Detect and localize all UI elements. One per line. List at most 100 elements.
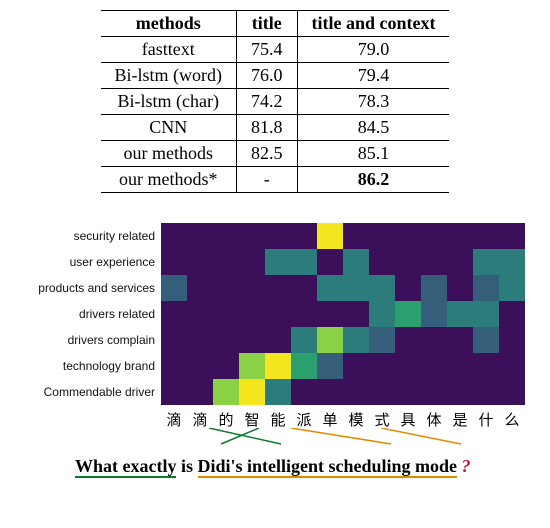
xaxis-label: 滴 xyxy=(161,409,187,430)
table-cell: 85.1 xyxy=(297,141,449,167)
heatmap-cell xyxy=(239,275,265,301)
heatmap-cell xyxy=(369,327,395,353)
table-cell: 78.3 xyxy=(297,89,449,115)
heatmap-cell xyxy=(447,223,473,249)
heatmap-cell xyxy=(213,301,239,327)
heatmap-cell xyxy=(239,379,265,405)
heatmap-cell xyxy=(239,223,265,249)
table-row: CNN81.884.5 xyxy=(101,115,450,141)
heatmap-cell xyxy=(447,327,473,353)
heatmap-cell xyxy=(265,379,291,405)
table-row: Bi-lstm (char)74.278.3 xyxy=(101,89,450,115)
heatmap-cell xyxy=(317,327,343,353)
heatmap-cell xyxy=(343,301,369,327)
heatmap-cell xyxy=(343,379,369,405)
heatmap-row-label: security related xyxy=(15,229,161,243)
heatmap-cell xyxy=(187,379,213,405)
xaxis-label: 是 xyxy=(447,409,473,430)
heatmap-cell xyxy=(473,223,499,249)
heatmap-cell xyxy=(343,275,369,301)
caption-part: is xyxy=(176,456,197,476)
heatmap-cell xyxy=(499,301,525,327)
heatmap-cell xyxy=(395,327,421,353)
heatmap-row-label: products and services xyxy=(15,281,161,295)
heatmap-cell xyxy=(265,275,291,301)
heatmap-cell xyxy=(473,301,499,327)
xaxis-label: 智 xyxy=(239,409,265,430)
heatmap-cell xyxy=(473,249,499,275)
heatmap-row-label: drivers complain xyxy=(15,333,161,347)
heatmap-cell xyxy=(213,327,239,353)
xaxis-label: 体 xyxy=(421,409,447,430)
xaxis-label: 具 xyxy=(395,409,421,430)
heatmap-cell xyxy=(239,301,265,327)
heatmap-cell xyxy=(291,275,317,301)
heatmap-cell xyxy=(265,301,291,327)
table-cell: 82.5 xyxy=(237,141,298,167)
heatmap-cell xyxy=(291,379,317,405)
heatmap-cell xyxy=(447,249,473,275)
heatmap-cell xyxy=(369,379,395,405)
xaxis-label: 式 xyxy=(369,409,395,430)
table-cell: Bi-lstm (word) xyxy=(101,63,237,89)
attention-heatmap: security related user experience products … xyxy=(15,223,535,477)
heatmap-row-label: technology brand xyxy=(15,359,161,373)
heatmap-cell xyxy=(213,223,239,249)
heatmap-cell xyxy=(291,353,317,379)
heatmap-cell xyxy=(447,301,473,327)
xaxis-label: 的 xyxy=(213,409,239,430)
heatmap-cell xyxy=(421,275,447,301)
heatmap-row-label: user experience xyxy=(15,255,161,269)
heatmap-cell xyxy=(343,327,369,353)
heatmap-cell xyxy=(395,379,421,405)
heatmap-cell xyxy=(239,249,265,275)
col-title: title xyxy=(237,11,298,37)
heatmap-row: Commendable driver xyxy=(15,379,535,405)
results-table: methods title title and context fasttext… xyxy=(101,10,450,193)
heatmap-cell xyxy=(317,275,343,301)
xaxis-label: 滴 xyxy=(187,409,213,430)
xaxis-label: 派 xyxy=(291,409,317,430)
table-header-row: methods title title and context xyxy=(101,11,450,37)
heatmap-cell xyxy=(317,301,343,327)
heatmap-cell xyxy=(473,379,499,405)
heatmap-cell xyxy=(473,275,499,301)
heatmap-cell xyxy=(421,249,447,275)
heatmap-row-label: Commendable driver xyxy=(15,385,161,399)
xaxis-label: 模 xyxy=(343,409,369,430)
heatmap-cell xyxy=(187,327,213,353)
table-cell: CNN xyxy=(101,115,237,141)
xaxis-label: 么 xyxy=(499,409,525,430)
heatmap-cell xyxy=(239,327,265,353)
heatmap-cell xyxy=(161,301,187,327)
heatmap-cell xyxy=(187,301,213,327)
heatmap-row: drivers related xyxy=(15,301,535,327)
table-cell: 81.8 xyxy=(237,115,298,141)
table-cell: Bi-lstm (char) xyxy=(101,89,237,115)
heatmap-cell xyxy=(213,379,239,405)
heatmap-cell xyxy=(369,301,395,327)
col-methods: methods xyxy=(101,11,237,37)
heatmap-cell xyxy=(265,223,291,249)
heatmap-cell xyxy=(421,223,447,249)
caption-part: Didi's intelligent scheduling mode xyxy=(198,456,458,478)
heatmap-cell xyxy=(499,379,525,405)
heatmap-cell xyxy=(395,249,421,275)
table-row: Bi-lstm (word)76.079.4 xyxy=(101,63,450,89)
heatmap-cell xyxy=(317,249,343,275)
heatmap-cell xyxy=(369,353,395,379)
heatmap-cell xyxy=(161,379,187,405)
question-mark: ? xyxy=(457,456,471,476)
heatmap-cell xyxy=(369,223,395,249)
heatmap-cell xyxy=(499,275,525,301)
heatmap-cell xyxy=(213,275,239,301)
heatmap-cell xyxy=(291,301,317,327)
heatmap-cell xyxy=(343,223,369,249)
heatmap-cell xyxy=(473,353,499,379)
heatmap-cell xyxy=(395,353,421,379)
table-row: our methods82.585.1 xyxy=(101,141,450,167)
table-cell: 75.4 xyxy=(237,37,298,63)
table-cell: 84.5 xyxy=(297,115,449,141)
heatmap-cell xyxy=(343,249,369,275)
heatmap-cell xyxy=(473,327,499,353)
